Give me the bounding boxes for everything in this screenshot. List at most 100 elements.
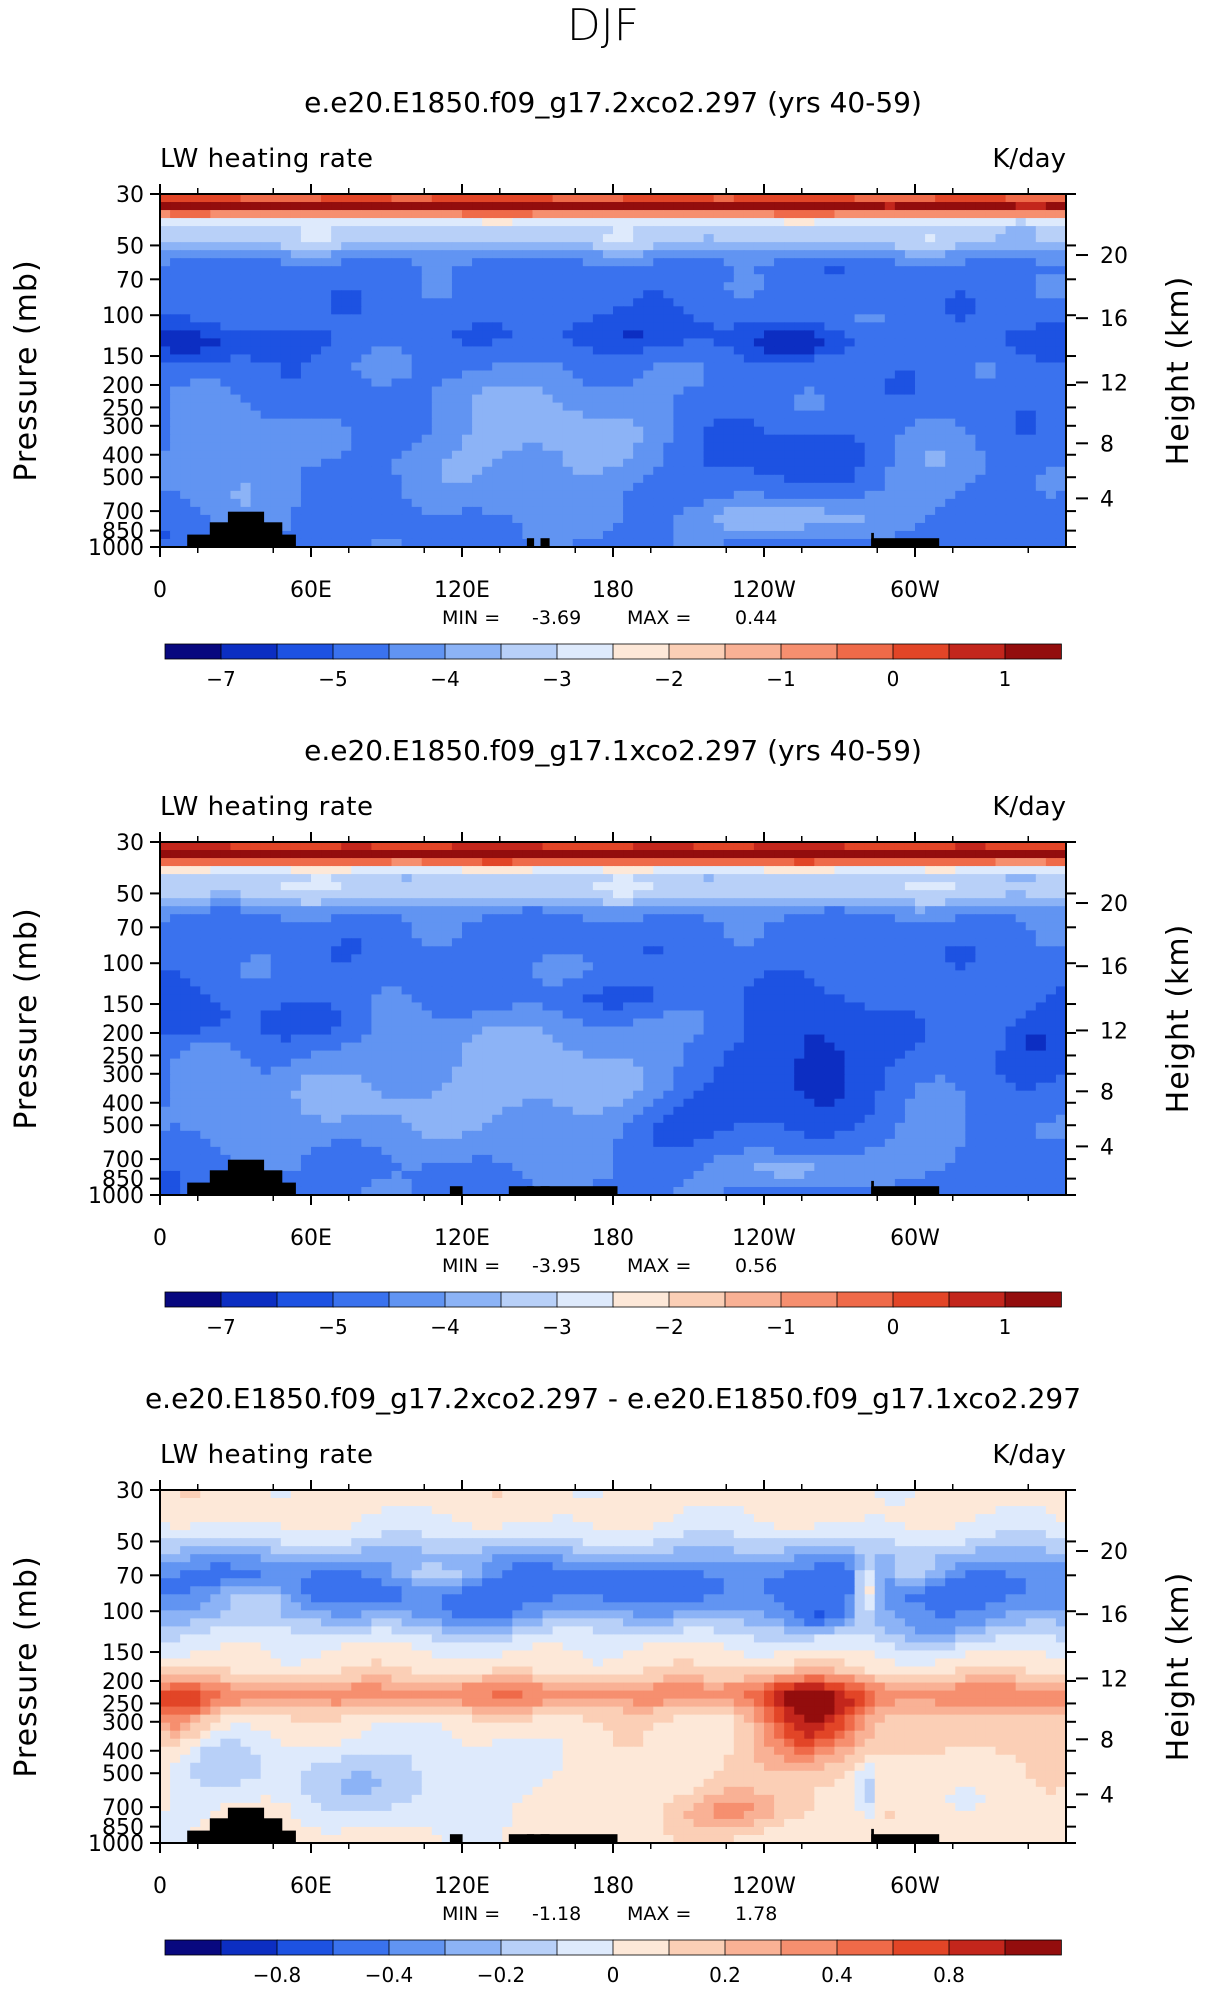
field-cell xyxy=(402,515,413,524)
field-cell xyxy=(341,523,352,532)
field-cell xyxy=(251,354,262,363)
colorbar-swatch xyxy=(893,644,949,659)
field-cell xyxy=(945,346,956,355)
field-cell xyxy=(1026,850,1037,859)
field-cell xyxy=(160,850,171,859)
field-cell xyxy=(331,515,342,524)
field-cell xyxy=(653,866,664,875)
field-cell xyxy=(291,346,302,355)
field-cell xyxy=(200,346,211,355)
field-cell xyxy=(834,338,845,347)
field-cell xyxy=(774,379,785,388)
field-cell xyxy=(593,387,604,396)
field-cell xyxy=(301,379,312,388)
field-cell xyxy=(794,266,805,275)
field-cell xyxy=(613,242,624,251)
field-cell xyxy=(452,419,463,428)
field-cell xyxy=(321,483,332,492)
field-cell xyxy=(452,403,463,412)
field-cell xyxy=(502,866,513,875)
field-cell xyxy=(200,874,211,883)
field-cell xyxy=(1016,346,1027,355)
field-cell xyxy=(331,395,342,404)
field-cell xyxy=(412,354,423,363)
field-cell xyxy=(502,395,513,404)
field-cell xyxy=(361,842,372,851)
field-cell xyxy=(412,210,423,219)
field-cell xyxy=(1046,866,1057,875)
field-cell xyxy=(633,906,644,915)
field-cell xyxy=(694,459,705,468)
field-cell xyxy=(361,403,372,412)
field-cell xyxy=(935,274,946,283)
colorbar-label: −7 xyxy=(206,667,235,691)
field-cell xyxy=(714,338,725,347)
field-cell xyxy=(593,898,604,907)
field-cell xyxy=(724,866,735,875)
field-cell xyxy=(230,274,241,283)
field-cell xyxy=(502,282,513,291)
field-cell xyxy=(1016,523,1027,532)
field-cell xyxy=(704,282,715,291)
field-cell xyxy=(432,523,443,532)
field-cell xyxy=(492,467,503,476)
field-cell xyxy=(814,890,825,899)
field-cell xyxy=(734,842,745,851)
field-cell xyxy=(623,842,634,851)
field-cell xyxy=(371,330,382,339)
field-cell xyxy=(532,282,543,291)
field-cell xyxy=(381,451,392,460)
field-cell xyxy=(845,451,856,460)
field-cell xyxy=(402,314,413,323)
field-cell xyxy=(271,298,282,307)
field-cell xyxy=(633,467,644,476)
field-cell xyxy=(754,531,765,540)
field-cell xyxy=(855,306,866,315)
field-cell xyxy=(190,298,201,307)
field-cell xyxy=(251,282,262,291)
field-cell xyxy=(925,898,936,907)
field-cell xyxy=(845,906,856,915)
field-cell xyxy=(1036,483,1047,492)
field-cell xyxy=(774,842,785,851)
field-cell xyxy=(442,890,453,899)
field-cell xyxy=(855,387,866,396)
field-cell xyxy=(1046,842,1057,851)
field-cell xyxy=(502,346,513,355)
field-cell xyxy=(905,218,916,227)
field-cell xyxy=(935,427,946,436)
field-cell xyxy=(905,306,916,315)
field-cell xyxy=(281,338,292,347)
field-cell xyxy=(573,499,584,508)
field-cell xyxy=(714,298,725,307)
field-cell xyxy=(613,202,624,211)
y-tick-label: 150 xyxy=(102,345,144,370)
field-cell xyxy=(392,443,403,452)
field-cell xyxy=(784,387,795,396)
field-cell xyxy=(885,218,896,227)
field-cell xyxy=(895,515,906,524)
field-cell xyxy=(422,866,433,875)
field-cell xyxy=(432,314,443,323)
field-cell xyxy=(965,427,976,436)
field-cell xyxy=(865,435,876,444)
field-cell xyxy=(291,523,302,532)
field-cell xyxy=(301,858,312,867)
field-cell xyxy=(915,850,926,859)
field-cell xyxy=(170,202,181,211)
field-cell xyxy=(563,459,574,468)
field-cell xyxy=(412,419,423,428)
field-cell xyxy=(683,258,694,267)
field-cell xyxy=(442,475,453,484)
field-cell xyxy=(804,322,815,331)
field-cell xyxy=(965,395,976,404)
field-cell xyxy=(623,403,634,412)
field-cell xyxy=(1056,330,1067,339)
field-cell xyxy=(704,354,715,363)
field-cell xyxy=(543,850,554,859)
field-cell xyxy=(744,491,755,500)
field-cell xyxy=(180,322,191,331)
field-cell xyxy=(955,914,966,923)
field-cell xyxy=(230,202,241,211)
